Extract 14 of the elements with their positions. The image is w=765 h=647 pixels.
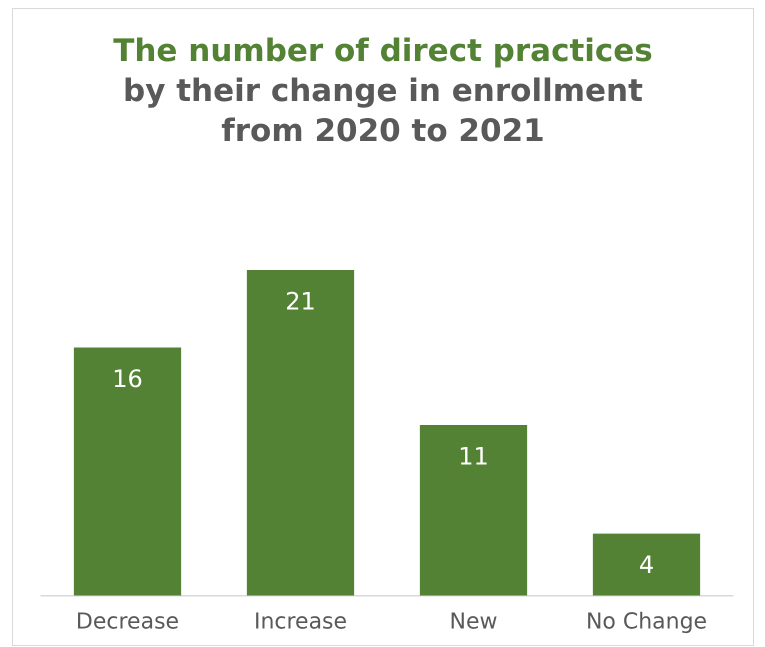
bar bbox=[420, 425, 528, 596]
data-label: 16 bbox=[112, 364, 143, 393]
x-tick-label: No Change bbox=[586, 610, 708, 635]
chart-title: The number of direct practices bbox=[112, 32, 654, 71]
bar bbox=[74, 348, 182, 596]
data-label: 4 bbox=[638, 550, 654, 579]
data-label: 21 bbox=[285, 287, 316, 316]
bar bbox=[592, 534, 700, 596]
data-label: 11 bbox=[458, 442, 489, 470]
x-tick-label: New bbox=[450, 610, 498, 635]
chart-subtitle: by their change in enrollment from 2020 to 2021 bbox=[122, 72, 644, 151]
x-tick-label: Increase bbox=[254, 610, 348, 635]
bar bbox=[246, 270, 354, 596]
x-tick-label: Decrease bbox=[76, 610, 180, 635]
